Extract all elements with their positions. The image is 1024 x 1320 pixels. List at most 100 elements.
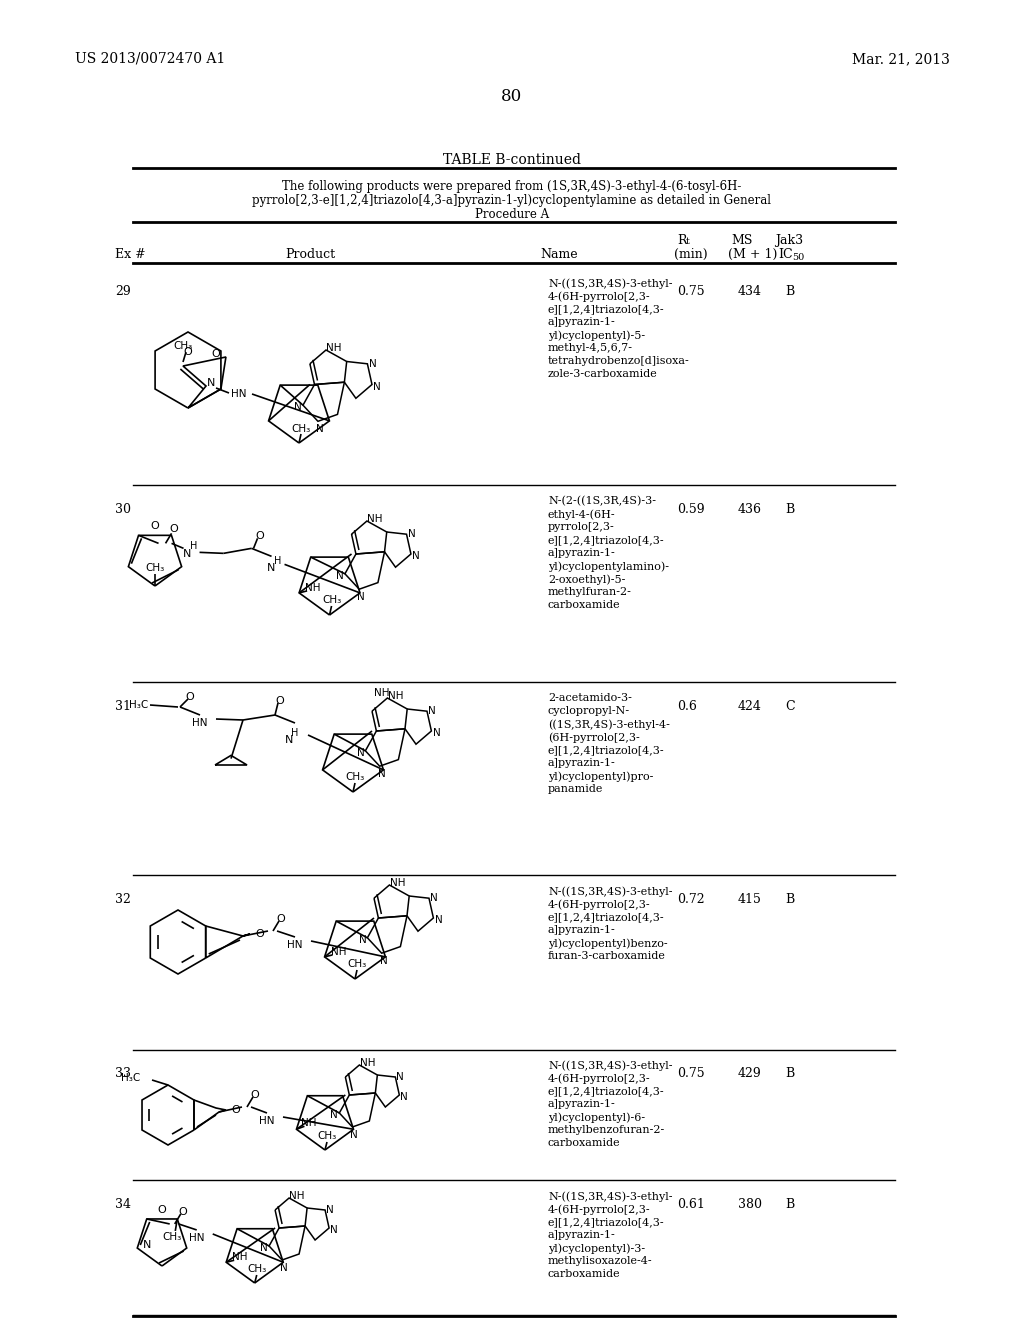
Text: O: O xyxy=(276,913,286,924)
Text: 4-(6H-pyrrolo[2,3-: 4-(6H-pyrrolo[2,3- xyxy=(548,899,650,909)
Text: 2-acetamido-3-: 2-acetamido-3- xyxy=(548,693,632,704)
Text: HN: HN xyxy=(193,718,208,729)
Text: (M + 1): (M + 1) xyxy=(728,248,777,261)
Text: 33: 33 xyxy=(115,1067,131,1080)
Text: Procedure A: Procedure A xyxy=(475,209,549,220)
Text: e][1,2,4]triazolo[4,3-: e][1,2,4]triazolo[4,3- xyxy=(548,1217,665,1228)
Text: ethyl-4-(6H-: ethyl-4-(6H- xyxy=(548,510,615,520)
Text: NH: NH xyxy=(290,1191,305,1201)
Text: O: O xyxy=(183,347,193,356)
Text: N: N xyxy=(428,706,436,717)
Text: e][1,2,4]triazolo[4,3-: e][1,2,4]triazolo[4,3- xyxy=(548,304,665,314)
Text: N: N xyxy=(285,735,293,744)
Text: O: O xyxy=(231,1105,241,1115)
Text: zole-3-carboxamide: zole-3-carboxamide xyxy=(548,370,657,379)
Text: H: H xyxy=(273,556,282,566)
Text: carboxamide: carboxamide xyxy=(548,1269,621,1279)
Text: N: N xyxy=(358,935,367,945)
Text: N: N xyxy=(143,1239,152,1250)
Text: H₃C: H₃C xyxy=(121,1073,140,1082)
Text: yl)cyclopentyl)benzo-: yl)cyclopentyl)benzo- xyxy=(548,939,668,949)
Text: HN: HN xyxy=(231,389,247,399)
Text: 415: 415 xyxy=(738,894,762,906)
Text: 436: 436 xyxy=(738,503,762,516)
Text: CH₃: CH₃ xyxy=(345,772,365,781)
Text: tetrahydrobenzo[d]isoxa-: tetrahydrobenzo[d]isoxa- xyxy=(548,356,690,366)
Text: e][1,2,4]triazolo[4,3-: e][1,2,4]triazolo[4,3- xyxy=(548,1086,665,1096)
Text: CH₃: CH₃ xyxy=(292,424,310,434)
Text: O: O xyxy=(185,692,195,702)
Text: N: N xyxy=(373,381,381,392)
Text: carboxamide: carboxamide xyxy=(548,601,621,610)
Text: N: N xyxy=(430,894,438,903)
Text: O: O xyxy=(255,532,264,541)
Text: 80: 80 xyxy=(502,88,522,106)
Text: Jak3: Jak3 xyxy=(775,234,803,247)
Text: 4-(6H-pyrrolo[2,3-: 4-(6H-pyrrolo[2,3- xyxy=(548,1073,650,1084)
Text: B: B xyxy=(785,894,795,906)
Text: TABLE B-continued: TABLE B-continued xyxy=(443,153,581,168)
Text: 0.61: 0.61 xyxy=(677,1199,705,1210)
Text: N: N xyxy=(434,915,442,925)
Text: O: O xyxy=(169,524,178,535)
Text: ((1S,3R,4S)-3-ethyl-4-: ((1S,3R,4S)-3-ethyl-4- xyxy=(548,719,670,730)
Text: NH: NH xyxy=(301,1118,316,1129)
Text: C: C xyxy=(785,700,795,713)
Text: 4-(6H-pyrrolo[2,3-: 4-(6H-pyrrolo[2,3- xyxy=(548,290,650,301)
Text: yl)cyclopentyl)-5-: yl)cyclopentyl)-5- xyxy=(548,330,645,341)
Text: N-((1S,3R,4S)-3-ethyl-: N-((1S,3R,4S)-3-ethyl- xyxy=(548,1060,673,1071)
Text: CH₃: CH₃ xyxy=(247,1265,266,1274)
Text: NH: NH xyxy=(374,688,390,698)
Text: O: O xyxy=(151,521,160,531)
Text: CH₃: CH₃ xyxy=(163,1232,182,1242)
Text: a]pyrazin-1-: a]pyrazin-1- xyxy=(548,758,615,768)
Text: pyrrolo[2,3-e][1,2,4]triazolo[4,3-a]pyrazin-1-yl)cyclopentylamine as detailed in: pyrrolo[2,3-e][1,2,4]triazolo[4,3-a]pyra… xyxy=(253,194,771,207)
Text: N: N xyxy=(356,748,365,758)
Text: N: N xyxy=(412,550,420,561)
Text: 2-oxoethyl)-5-: 2-oxoethyl)-5- xyxy=(548,574,626,585)
Text: CH₃: CH₃ xyxy=(145,564,165,573)
Text: CH₃: CH₃ xyxy=(173,341,193,351)
Text: O: O xyxy=(178,1206,187,1217)
Text: N: N xyxy=(267,564,275,573)
Text: a]pyrazin-1-: a]pyrazin-1- xyxy=(548,317,615,327)
Text: N: N xyxy=(369,359,376,368)
Text: Name: Name xyxy=(540,248,578,261)
Text: N: N xyxy=(378,770,386,779)
Text: N-((1S,3R,4S)-3-ethyl-: N-((1S,3R,4S)-3-ethyl- xyxy=(548,886,673,896)
Text: N: N xyxy=(396,1072,404,1082)
Text: B: B xyxy=(785,285,795,298)
Text: methylisoxazole-4-: methylisoxazole-4- xyxy=(548,1257,652,1266)
Text: H: H xyxy=(291,729,299,738)
Text: NH: NH xyxy=(390,878,406,888)
Text: H₃C: H₃C xyxy=(129,700,148,710)
Text: furan-3-carboxamide: furan-3-carboxamide xyxy=(548,950,666,961)
Text: O: O xyxy=(158,1205,166,1214)
Text: HN: HN xyxy=(288,940,303,950)
Text: 0.72: 0.72 xyxy=(677,894,705,906)
Text: N: N xyxy=(331,1110,338,1119)
Text: 30: 30 xyxy=(115,503,131,516)
Text: e][1,2,4]triazolo[4,3-: e][1,2,4]triazolo[4,3- xyxy=(548,744,665,755)
Text: B: B xyxy=(785,1199,795,1210)
Text: N: N xyxy=(281,1263,288,1272)
Text: e][1,2,4]triazolo[4,3-: e][1,2,4]triazolo[4,3- xyxy=(548,535,665,545)
Text: methylfuran-2-: methylfuran-2- xyxy=(548,587,632,597)
Text: 380: 380 xyxy=(738,1199,762,1210)
Text: IC: IC xyxy=(778,248,793,261)
Text: 0.6: 0.6 xyxy=(677,700,697,713)
Text: 4-(6H-pyrrolo[2,3-: 4-(6H-pyrrolo[2,3- xyxy=(548,1204,650,1214)
Text: yl)cyclopentyl)-3-: yl)cyclopentyl)-3- xyxy=(548,1243,645,1254)
Text: O: O xyxy=(256,929,264,939)
Text: (min): (min) xyxy=(674,248,708,261)
Text: N: N xyxy=(183,549,191,560)
Text: H: H xyxy=(189,541,198,552)
Text: carboxamide: carboxamide xyxy=(548,1138,621,1148)
Text: N: N xyxy=(294,403,302,412)
Text: CH₃: CH₃ xyxy=(347,960,367,969)
Text: O: O xyxy=(212,348,220,359)
Text: N: N xyxy=(380,956,387,966)
Text: NH: NH xyxy=(331,946,346,957)
Text: Mar. 21, 2013: Mar. 21, 2013 xyxy=(852,51,950,66)
Text: yl)cyclopentyl)pro-: yl)cyclopentyl)pro- xyxy=(548,771,653,781)
